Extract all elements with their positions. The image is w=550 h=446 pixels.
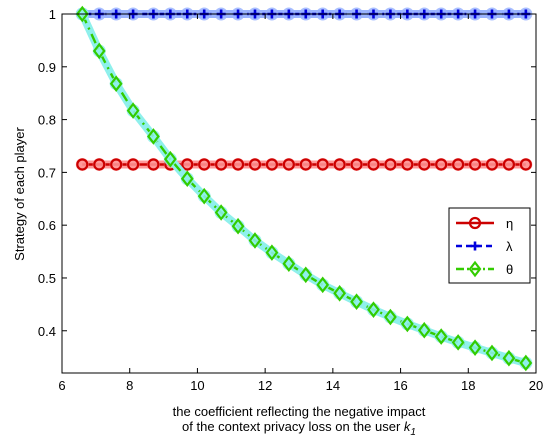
legend-marker-0 (468, 216, 482, 230)
series-0-point (367, 158, 380, 171)
plot-area (62, 14, 536, 373)
series-0-point (519, 158, 532, 171)
series-2-point (384, 308, 397, 326)
series-2 (75, 5, 533, 372)
y-tick-label: 0.8 (38, 113, 56, 128)
x-axis-title-line2: of the context privacy loss on the user … (182, 419, 416, 438)
y-axis-title: Strategy of each player (12, 126, 27, 260)
series-2-point (75, 5, 89, 23)
y-tick-label: 0.5 (38, 271, 56, 286)
series-2-point (147, 128, 160, 145)
y-tick-label: 1 (49, 7, 56, 22)
y-tick-label: 0.9 (38, 60, 56, 75)
legend-entry-0: η (456, 216, 513, 231)
series-2-point (163, 150, 177, 168)
series-2-point (468, 339, 482, 356)
legend-entry-2: θ (456, 260, 513, 278)
series-0-point (147, 158, 160, 171)
series-2-point (316, 276, 330, 294)
series-2-point (197, 187, 211, 205)
series-0-point (418, 158, 431, 171)
series-2-point (400, 315, 414, 333)
series-0-point (181, 158, 194, 171)
series-0-point (231, 158, 245, 171)
y-tick-label: 0.7 (38, 165, 56, 180)
series-2-point (367, 301, 380, 318)
series-0-point (76, 158, 89, 171)
series-0-point (350, 158, 363, 171)
x-tick-label: 20 (529, 378, 543, 393)
x-axis-title-line2-text: of the context privacy loss on the user (182, 419, 404, 434)
series-0-point (198, 158, 211, 171)
series-2-point (417, 321, 431, 339)
legend-label-0: η (506, 216, 513, 231)
legend-marker-2 (468, 260, 482, 278)
y-tick-label: 0.4 (38, 324, 56, 339)
series-0-point (384, 158, 397, 171)
series-2-point (92, 42, 106, 60)
x-tick-label: 6 (58, 378, 65, 393)
series-2-point (231, 217, 245, 235)
series-2-point (214, 204, 228, 221)
x-tick-label: 14 (326, 378, 340, 393)
series-0-point (401, 158, 414, 171)
x-tick-label: 18 (461, 378, 475, 393)
series-0 (75, 157, 533, 171)
series-0-point (299, 158, 312, 171)
series-0-point (215, 158, 228, 171)
series-2-point (109, 75, 123, 92)
ticks-layer: 6 8 10 12 14 16 18 20 0.4 0.5 0.6 0.7 0.8 0.9 1 (38, 7, 543, 393)
legend-entry-1: λ (456, 239, 513, 254)
series-2-point (519, 354, 533, 372)
legend-label-2: θ (506, 262, 513, 277)
series-2-point (180, 170, 194, 188)
x-tick-label: 16 (393, 378, 407, 393)
x-tick-label: 10 (190, 378, 204, 393)
series-2-point (282, 255, 296, 273)
x-tick-label: 12 (258, 378, 272, 393)
series-0-point (502, 158, 516, 171)
legend-marker-1 (470, 241, 480, 251)
series-2-point (350, 293, 363, 311)
x-axis-symbol: k (404, 419, 412, 434)
series-2-point (299, 266, 313, 284)
series-0-point (127, 158, 140, 171)
series-0-point (316, 158, 329, 171)
x-axis-title-line1: the coefficient reflecting the negative … (173, 404, 426, 419)
series-0-point (468, 158, 482, 171)
x-axis-symbol-subscript: 1 (410, 427, 416, 438)
series-2-point (265, 244, 279, 261)
plot-frame (61, 13, 537, 374)
series-2-point (333, 284, 347, 302)
series-2-point (485, 344, 499, 362)
series-0-point (333, 158, 346, 171)
series-2-point (126, 102, 140, 119)
series-0-point (485, 158, 499, 171)
series-2-point (502, 349, 516, 367)
legend-label-1: λ (506, 239, 513, 254)
x-tick-label: 8 (126, 378, 133, 393)
series-0-point (435, 158, 448, 171)
legend: ηλθ (448, 207, 531, 284)
series-2-point (248, 232, 262, 249)
series-2-point (434, 328, 448, 345)
series-0-point (110, 158, 123, 171)
series-0-point (282, 158, 295, 171)
series-0-point (265, 158, 279, 171)
series-0-point (248, 158, 262, 171)
y-tick-label: 0.6 (38, 218, 56, 233)
series-0-point (93, 158, 106, 171)
series-0-point (452, 158, 465, 171)
series-2-point (451, 334, 465, 351)
